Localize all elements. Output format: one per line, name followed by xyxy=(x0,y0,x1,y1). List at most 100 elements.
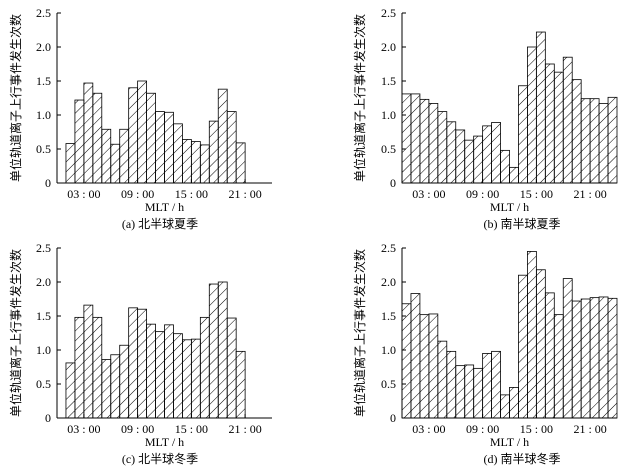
chart-panel-2: 0 0.5 1.0 1.5 2.0 2.5 03 : 00 09 : 00 15 : 00 21 … xyxy=(352,6,618,231)
bar xyxy=(226,317,237,419)
x-tick-label: 21 : 00 xyxy=(573,422,606,436)
bar xyxy=(128,87,139,184)
bar xyxy=(589,98,600,184)
bar xyxy=(473,135,484,184)
bar xyxy=(553,71,564,184)
y-tick-label: 1.5 xyxy=(381,309,396,323)
bar xyxy=(464,364,475,419)
bar xyxy=(128,307,139,419)
bar xyxy=(190,141,201,184)
bar xyxy=(235,142,246,184)
y-tick-label: 0 xyxy=(45,176,51,190)
bar xyxy=(155,111,165,184)
bar xyxy=(110,354,121,419)
bar xyxy=(155,331,165,419)
bar xyxy=(146,323,156,419)
bar xyxy=(401,303,412,419)
bar xyxy=(410,293,421,419)
y-tick-label: 2.5 xyxy=(36,6,51,20)
bar xyxy=(509,386,519,419)
bar xyxy=(65,362,76,419)
x-axis-label: MLT / h xyxy=(145,435,184,449)
y-tick-label: 1.0 xyxy=(36,108,51,122)
bar xyxy=(110,143,121,184)
x-tick-label: 15 : 00 xyxy=(175,187,208,201)
bar xyxy=(598,103,609,184)
bar xyxy=(208,283,219,419)
panel-caption: (c) 北半球冬季 xyxy=(122,451,198,466)
bar xyxy=(65,143,76,184)
bar xyxy=(164,324,174,419)
y-axis-label: 单位轨道离子上行事件发生次数 xyxy=(8,249,23,417)
bar xyxy=(527,46,537,184)
panel-caption: (a) 北半球夏季 xyxy=(122,217,198,231)
chart-panel-1: 0 0.5 1.0 1.5 2.0 2.5 03 : 00 09 : 00 15 : 00 21 … xyxy=(8,6,272,231)
bar xyxy=(226,111,237,184)
bar xyxy=(92,316,103,419)
bar xyxy=(92,92,103,184)
bar xyxy=(464,139,475,184)
bar xyxy=(101,128,112,184)
bar xyxy=(598,296,609,419)
bar xyxy=(199,144,210,184)
bar xyxy=(119,128,130,184)
x-tick-label: 03 : 00 xyxy=(412,187,445,201)
x-tick-label: 09 : 00 xyxy=(466,422,499,436)
bar xyxy=(607,297,618,419)
bar xyxy=(83,304,94,419)
x-tick-label: 09 : 00 xyxy=(466,187,499,201)
x-tick-label: 15 : 00 xyxy=(520,422,553,436)
x-tick-label: 03 : 00 xyxy=(67,187,100,201)
bar xyxy=(473,367,484,419)
bar xyxy=(571,300,582,419)
chart-panel-3: 0 0.5 1.0 1.5 2.0 2.5 03 : 00 09 : 00 15 : 00 21 … xyxy=(8,241,272,466)
bar xyxy=(562,56,573,184)
bar xyxy=(146,92,156,184)
bar xyxy=(589,297,600,419)
y-axis-label: 单位轨道离子上行事件发生次数 xyxy=(8,14,23,182)
y-tick-label: 0 xyxy=(390,411,396,425)
bar xyxy=(428,313,439,419)
bar xyxy=(173,123,183,184)
bar xyxy=(500,149,510,184)
bar xyxy=(137,80,147,184)
x-axis-label: MLT / h xyxy=(490,200,529,214)
bar xyxy=(137,308,147,419)
bar xyxy=(455,129,466,184)
bar xyxy=(571,79,582,184)
bar xyxy=(607,96,618,184)
bar xyxy=(119,344,130,419)
y-tick-label: 1.5 xyxy=(36,309,51,323)
bar xyxy=(491,122,501,184)
bar xyxy=(74,316,85,419)
x-tick-label: 15 : 00 xyxy=(175,422,208,436)
bar xyxy=(482,125,492,184)
bar xyxy=(437,340,448,419)
x-axis-label: MLT / h xyxy=(490,435,529,449)
x-tick-label: 21 : 00 xyxy=(573,187,606,201)
y-axis-label: 单位轨道离子上行事件发生次数 xyxy=(352,249,367,417)
bar xyxy=(190,338,201,419)
x-tick-label: 21 : 00 xyxy=(228,422,261,436)
bar xyxy=(580,98,591,184)
y-tick-label: 2.0 xyxy=(381,275,396,289)
y-axis-label: 单位轨道离子上行事件发生次数 xyxy=(352,14,367,182)
bar xyxy=(544,292,555,419)
y-tick-label: 0.5 xyxy=(381,142,396,156)
bar xyxy=(410,93,421,184)
x-tick-label: 15 : 00 xyxy=(520,187,553,201)
bar xyxy=(544,63,555,184)
bar xyxy=(491,350,501,419)
chart-panel-4: 0 0.5 1.0 1.5 2.0 2.5 03 : 00 09 : 00 15 : 00 21 … xyxy=(352,241,618,466)
bar xyxy=(535,269,546,419)
y-tick-label: 2.0 xyxy=(381,40,396,54)
y-tick-label: 1.0 xyxy=(36,343,51,357)
panel-caption: (b) 南半球夏季 xyxy=(484,216,561,231)
bar xyxy=(182,339,192,419)
y-tick-label: 2.0 xyxy=(36,40,51,54)
bar xyxy=(182,139,192,184)
panel-caption: (d) 南半球冬季 xyxy=(484,451,561,466)
bar xyxy=(500,394,510,419)
x-tick-label: 03 : 00 xyxy=(412,422,445,436)
